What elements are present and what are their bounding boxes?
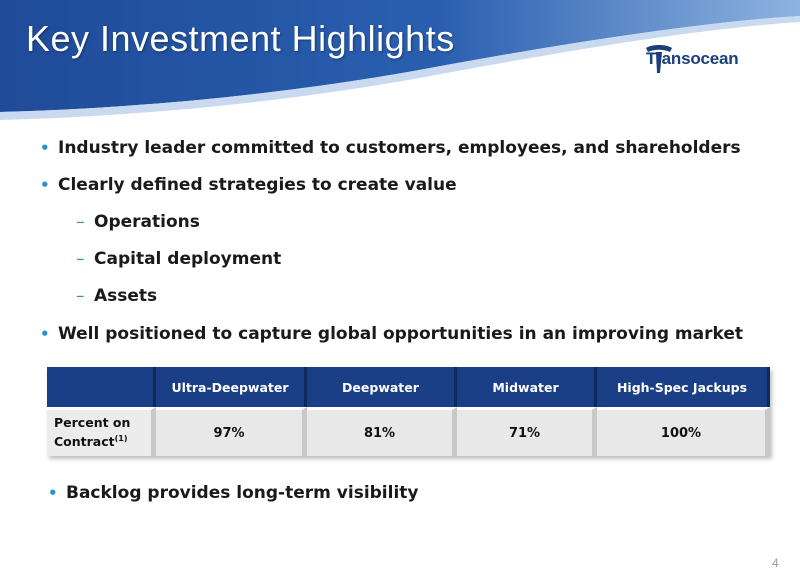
bullet-dot-icon: • [40,176,50,194]
bullet-item: • Industry leader committed to customers,… [40,138,741,158]
bullet-dot-icon: • [40,325,50,343]
logo-text: Transocean [646,49,739,68]
row-label: Percent on Contract(1) [47,407,156,456]
sub-bullet-item: – Assets [76,286,157,306]
bullet-item: • Well positioned to capture global oppor… [40,324,743,344]
table-header-cell: High-Spec Jackups [597,367,770,407]
transocean-logo-icon [646,45,672,73]
bullet-text: Assets [94,286,158,306]
bullet-dot-icon: • [40,139,50,157]
row-label-line1: Percent on [54,415,131,431]
table-cell: 97% [156,407,307,456]
slide-title: Key Investment Highlights [26,18,455,59]
bullet-text: Industry leader committed to customers, … [58,138,741,158]
bullet-text: Capital deployment [94,249,282,269]
table-header-row: Ultra-Deepwater Deepwater Midwater High-… [47,367,770,407]
row-label-line2: Contract [54,434,115,450]
bullet-text: Clearly defined strategies to create val… [58,175,457,195]
backlog-text: Backlog provides long-term visibility [66,483,419,503]
page-number: 4 [772,556,779,570]
sub-bullet-item: – Operations [76,212,200,232]
dash-icon: – [76,212,85,232]
contract-table: Ultra-Deepwater Deepwater Midwater High-… [47,367,770,456]
dash-icon: – [76,286,85,306]
table-cell: 100% [597,407,770,456]
table-header-cell [47,367,156,407]
dash-icon: – [76,249,85,269]
table-cell: 71% [457,407,597,456]
backlog-bullet: • Backlog provides long-term visibility [48,483,419,503]
table-header-cell: Deepwater [307,367,457,407]
bullet-text: Well positioned to capture global opport… [58,324,744,344]
bullet-dot-icon: • [48,484,58,502]
slide-header: Key Investment Highlights Transocean [0,0,800,120]
table-header-cell: Ultra-Deepwater [156,367,307,407]
company-logo: Transocean [644,44,739,74]
table-row: Percent on Contract(1) 97% 81% 71% 100% [47,407,770,456]
bullet-text: Operations [94,212,200,232]
table-cell: 81% [307,407,457,456]
footnote-marker: (1) [114,434,128,444]
bullet-item: • Clearly defined strategies to create va… [40,175,457,195]
header-banner [0,0,800,120]
sub-bullet-item: – Capital deployment [76,249,281,269]
table-header-cell: Midwater [457,367,597,407]
